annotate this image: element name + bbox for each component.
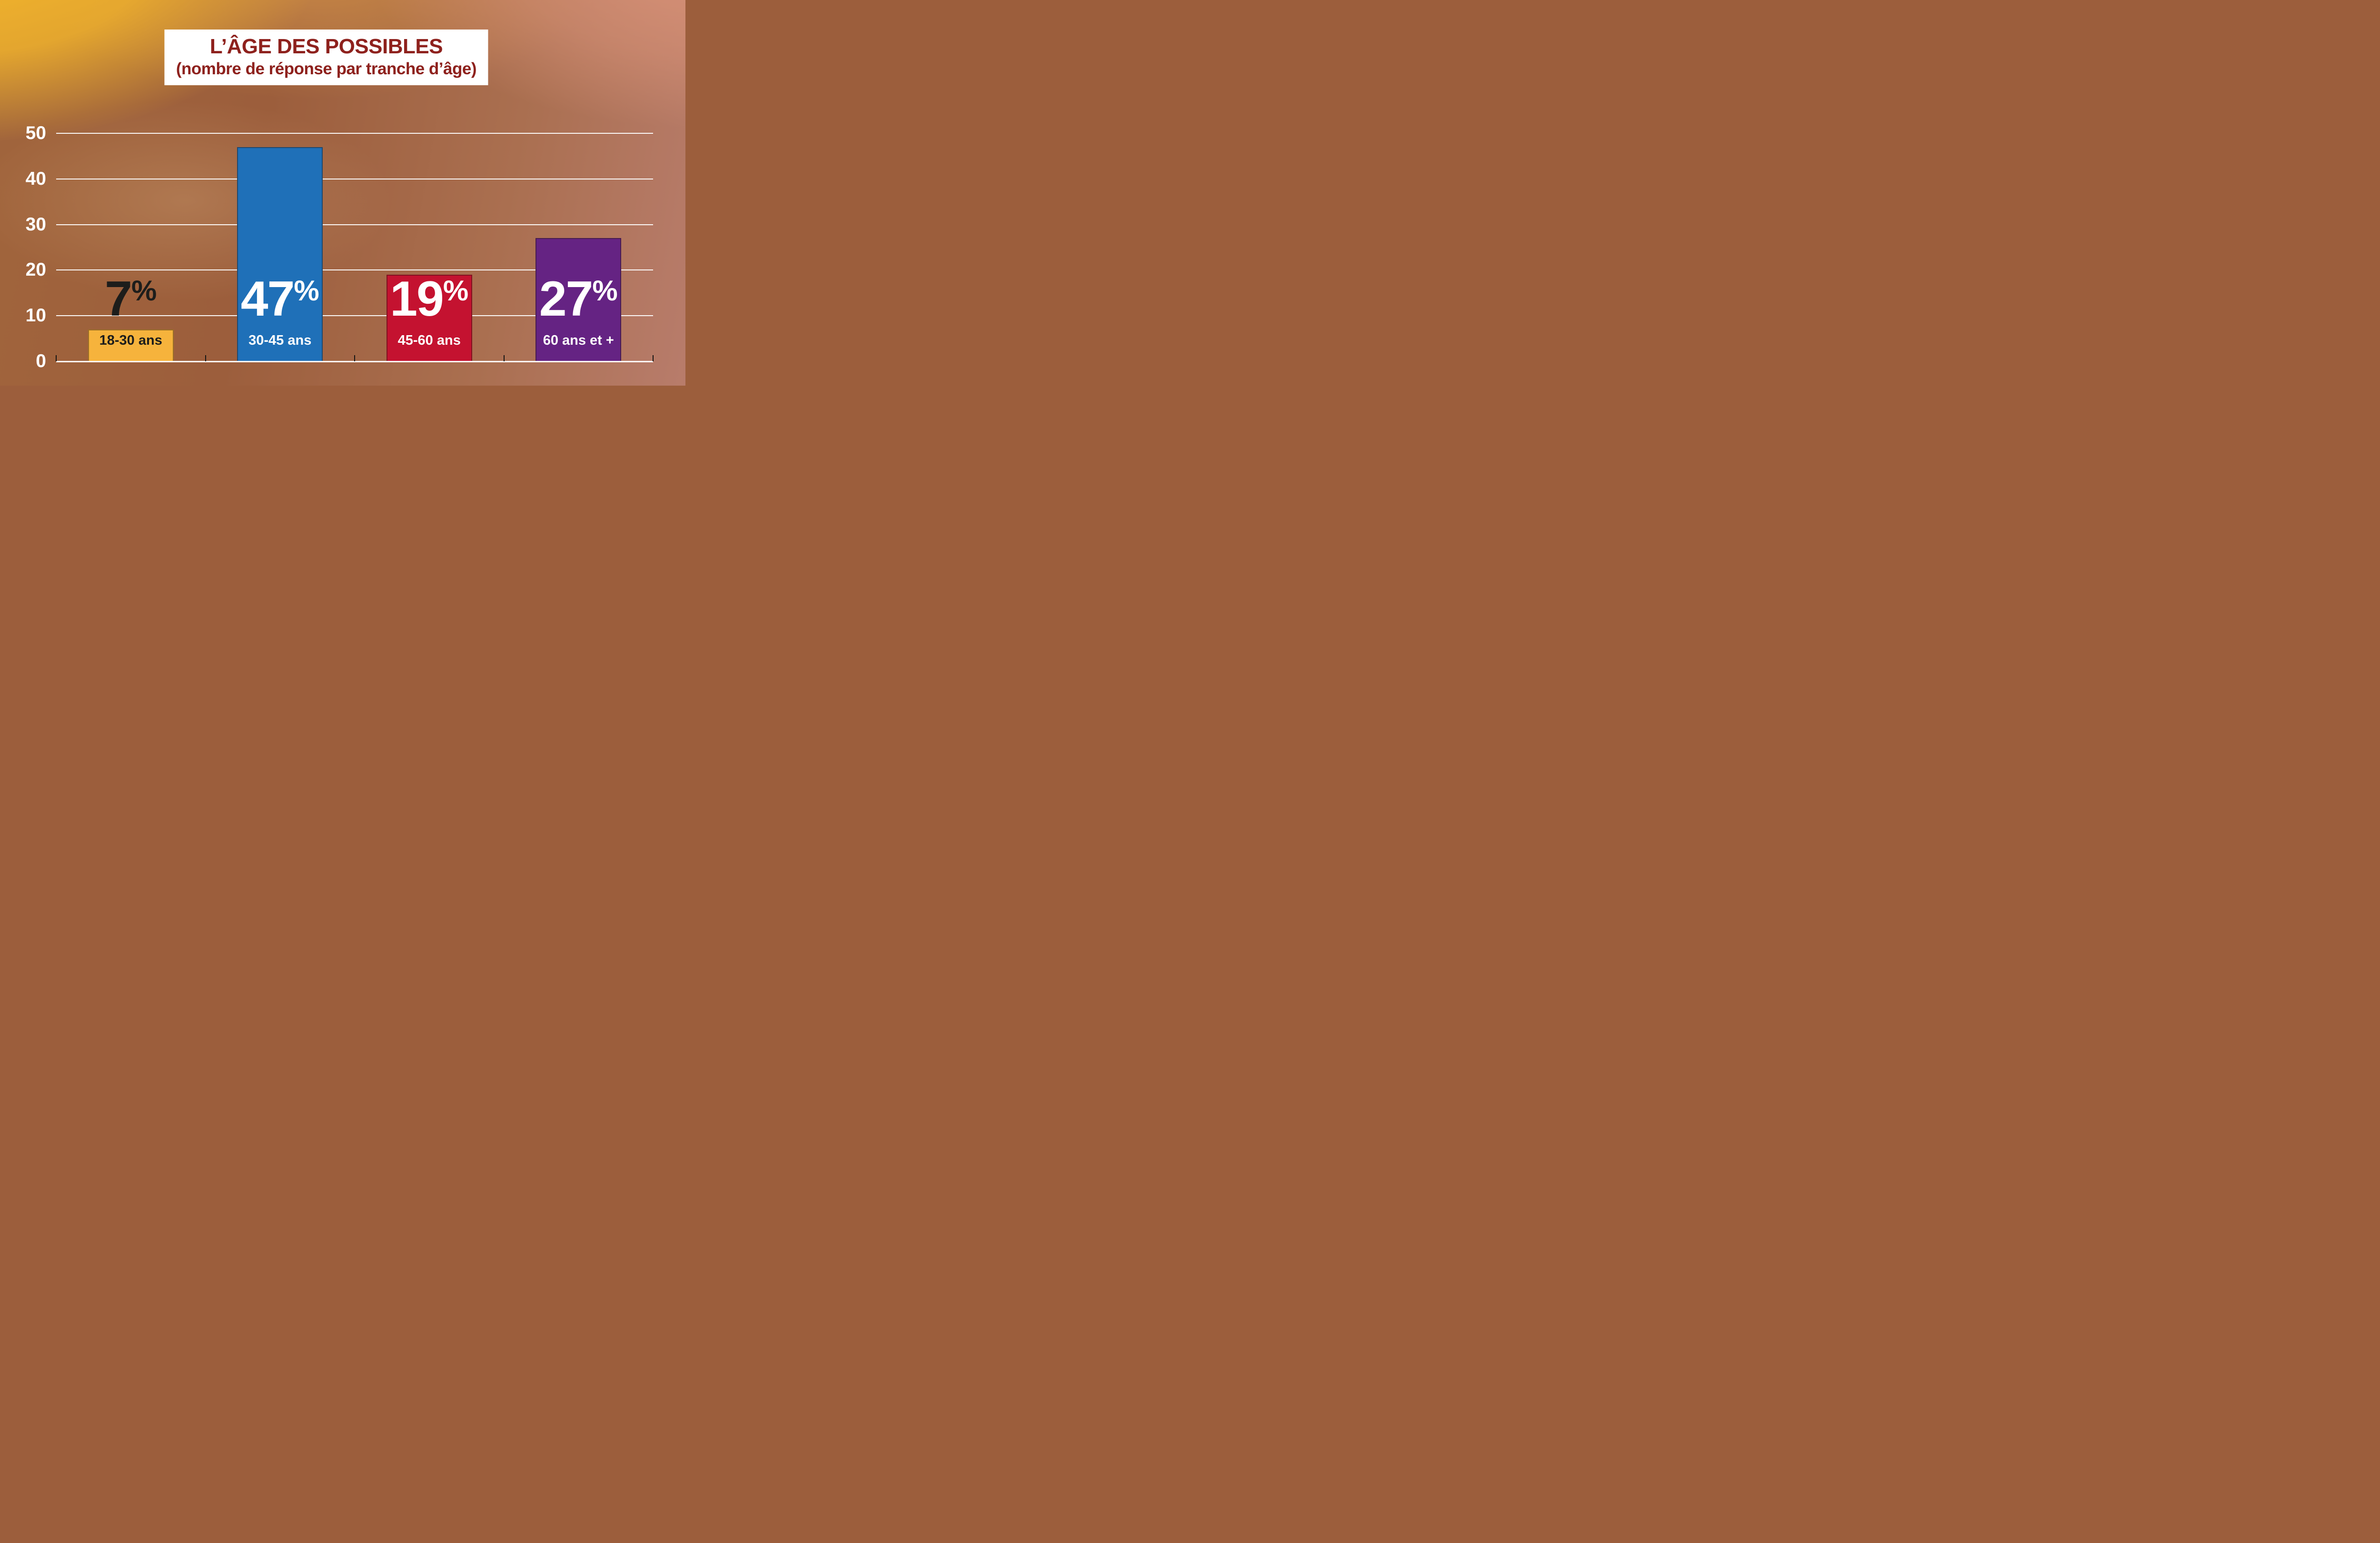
gridline-50	[56, 133, 653, 134]
y-tick-label-50: 50	[25, 123, 46, 143]
value-percent-sign-18-30-ans: %	[131, 275, 157, 307]
category-label-60-ans-et-plus: 60 ans et +	[543, 333, 614, 348]
chart-subtitle: (nombre de réponse par tranche d’âge)	[176, 59, 477, 78]
value-number-45-60-ans: 19	[390, 271, 444, 327]
gridline-20	[56, 269, 653, 271]
y-tick-label-40: 40	[25, 168, 46, 189]
value-number-60-ans-et-plus: 27	[539, 271, 594, 327]
y-tick-label-30: 30	[25, 214, 46, 235]
category-label-18-30-ans: 18-30 ans	[99, 333, 162, 348]
value-label-18-30-ans: 7%	[56, 274, 206, 327]
x-axis-tick-0	[56, 355, 57, 361]
category-label-30-45-ans: 30-45 ans	[248, 333, 312, 348]
value-percent-sign-30-45-ans: %	[294, 275, 319, 307]
bar-30-45-ans	[237, 147, 323, 361]
x-axis-tick-4	[653, 355, 654, 361]
y-tick-label-0: 0	[36, 351, 46, 371]
x-axis-line	[56, 361, 653, 362]
y-tick-label-20: 20	[25, 259, 46, 280]
value-percent-sign-45-60-ans: %	[443, 275, 469, 307]
y-tick-label-10: 10	[25, 305, 46, 326]
x-axis-tick-1	[205, 355, 206, 361]
gridline-30	[56, 224, 653, 225]
x-axis-tick-2	[354, 355, 355, 361]
category-label-45-60-ans: 45-60 ans	[397, 333, 461, 348]
value-label-30-45-ans: 47%	[206, 274, 355, 327]
value-number-30-45-ans: 47	[240, 271, 295, 327]
value-percent-sign-60-ans-et-plus: %	[592, 275, 618, 307]
bar-18-30-ans	[88, 329, 174, 361]
gridline-10	[56, 315, 653, 317]
bar-60-ans-et-plus	[536, 238, 622, 361]
infographic-canvas: L’ÂGE DES POSSIBLES (nombre de réponse p…	[0, 0, 685, 386]
value-number-18-30-ans: 7	[105, 271, 132, 327]
chart-title-box: L’ÂGE DES POSSIBLES (nombre de réponse p…	[164, 30, 488, 86]
value-label-60-ans-et-plus: 27%	[504, 274, 654, 327]
bar-45-60-ans	[386, 274, 472, 361]
chart-title: L’ÂGE DES POSSIBLES	[209, 35, 443, 58]
value-label-45-60-ans: 19%	[355, 274, 504, 327]
x-axis-tick-3	[503, 355, 505, 361]
